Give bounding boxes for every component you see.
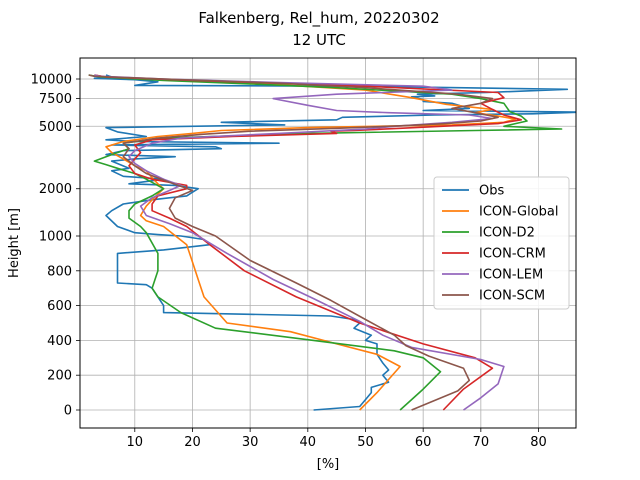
legend-box	[433, 176, 570, 310]
y-tick-label: 600	[47, 299, 72, 314]
y-tick-label: 10000	[31, 73, 72, 88]
x-axis-label: [%]	[317, 457, 340, 472]
y-tick-label: 1000	[39, 230, 72, 245]
x-tick-label: 50	[357, 435, 374, 450]
y-tick-label: 7500	[39, 92, 72, 107]
x-tick-label: 40	[300, 435, 317, 450]
y-axis: 0 200 400 600 800 1000 2000 5000 7500 10000	[31, 73, 80, 419]
legend: Obs ICON-Global ICON-D2 ICON-CRM ICON-LEM ICO…	[433, 176, 570, 310]
x-tick-label: 70	[473, 435, 490, 450]
y-tick-label: 0	[64, 404, 72, 419]
chart-title: Falkenberg, Rel_hum, 20220302	[198, 9, 439, 28]
legend-label-obs: Obs	[479, 184, 504, 199]
x-tick-label: 30	[242, 435, 259, 450]
y-tick-label: 800	[47, 264, 72, 279]
legend-label-icon-global: ICON-Global	[479, 205, 559, 220]
x-tick-label: 20	[184, 435, 201, 450]
y-tick-label: 2000	[39, 182, 72, 197]
x-tick-label: 80	[530, 435, 547, 450]
chart-subtitle: 12 UTC	[292, 31, 346, 49]
legend-label-icon-d2: ICON-D2	[479, 226, 535, 241]
legend-label-icon-crm: ICON-CRM	[479, 247, 546, 262]
y-tick-label: 5000	[39, 120, 72, 135]
x-tick-label: 60	[415, 435, 432, 450]
legend-label-icon-lem: ICON-LEM	[479, 268, 543, 283]
y-axis-label: Height [m]	[7, 208, 22, 278]
y-tick-label: 400	[47, 334, 72, 349]
series-group	[88, 74, 576, 411]
legend-label-icon-scm: ICON-SCM	[479, 289, 545, 304]
x-tick-label: 10	[127, 435, 144, 450]
x-axis: 10 20 30 40 50 60 70 80	[127, 428, 547, 450]
series-line-icon-scm	[88, 74, 499, 411]
y-tick-label: 200	[47, 369, 72, 384]
grid	[80, 58, 576, 428]
plot-frame	[79, 57, 577, 429]
series-line-icon-lem	[94, 74, 505, 411]
series-line-icon-crm	[94, 74, 522, 411]
series-line-icon-d2	[88, 74, 563, 411]
